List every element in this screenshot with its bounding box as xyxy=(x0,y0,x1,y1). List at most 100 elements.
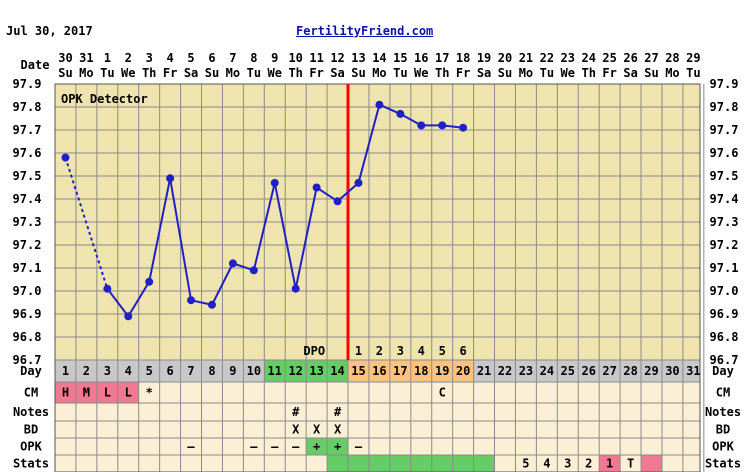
opk-detector-label: OPK Detector xyxy=(61,92,148,106)
date-number: 1 xyxy=(104,51,111,65)
weekday-label: Th xyxy=(435,66,449,80)
weekday-label: Sa xyxy=(330,66,344,80)
notes-mark: # xyxy=(292,405,300,419)
temperature-point xyxy=(249,266,258,275)
site-link[interactable]: FertilityFriend.com xyxy=(296,24,434,38)
cm-value: * xyxy=(146,386,153,400)
temperature-point xyxy=(145,277,154,286)
date-number: 8 xyxy=(250,51,257,65)
temperature-gap-segment xyxy=(64,157,109,290)
cm-value: C xyxy=(439,386,446,400)
stats-green-cell xyxy=(327,455,349,472)
weekday-label: We xyxy=(268,66,282,80)
weekday-label: We xyxy=(414,66,428,80)
cycle-day-number: 20 xyxy=(456,364,470,378)
dpo-number: 5 xyxy=(439,344,446,358)
opk-value: – xyxy=(187,440,195,454)
weekday-label: Fr xyxy=(602,66,616,80)
stats-value: 5 xyxy=(522,457,529,471)
weekday-label: Th xyxy=(581,66,595,80)
y-tick-left: 97.2 xyxy=(13,238,42,252)
y-tick-left: 97.8 xyxy=(13,100,42,114)
cycle-day-number: 10 xyxy=(247,364,261,378)
y-tick-left: 97.3 xyxy=(13,215,42,229)
date-number: 7 xyxy=(229,51,236,65)
cycle-day-number: 16 xyxy=(372,364,386,378)
y-tick-right: 96.9 xyxy=(710,307,739,321)
cycle-day-number: 14 xyxy=(330,364,344,378)
stats-green-cell xyxy=(368,455,390,472)
stats-green-cell xyxy=(410,455,432,472)
temperature-point xyxy=(124,312,133,321)
bd-mark: X xyxy=(334,423,342,437)
temperature-point xyxy=(291,284,300,293)
row-label-opk: OPK xyxy=(20,440,42,454)
opk-positive-cell xyxy=(327,438,349,455)
cycle-day-number: 23 xyxy=(519,364,533,378)
row-label-stats: Stats xyxy=(13,457,49,471)
date-number: 15 xyxy=(393,51,407,65)
date-number: 10 xyxy=(288,51,302,65)
cycle-day-number: 15 xyxy=(351,364,365,378)
date-number: 24 xyxy=(581,51,595,65)
cycle-day-number: 25 xyxy=(561,364,575,378)
stats-value: 4 xyxy=(543,457,550,471)
opk-value: – xyxy=(292,440,300,454)
stats-value: T xyxy=(627,457,634,471)
row-label-bd: BD xyxy=(24,423,38,437)
date-number: 27 xyxy=(644,51,658,65)
menses-cell xyxy=(117,382,139,403)
date-number: 28 xyxy=(665,51,679,65)
cycle-day-number: 24 xyxy=(540,364,554,378)
weekday-label: Mo xyxy=(372,66,386,80)
y-tick-right: 97.4 xyxy=(710,192,739,206)
y-tick-right: 97.8 xyxy=(710,100,739,114)
date-number: 20 xyxy=(498,51,512,65)
stats-green-cell xyxy=(473,455,495,472)
opk-value: – xyxy=(271,440,279,454)
weekday-label: Tu xyxy=(247,66,261,80)
temperature-point xyxy=(417,121,426,130)
weekday-label: We xyxy=(561,66,575,80)
cycle-day-number: 2 xyxy=(83,364,90,378)
luteal-day-cell xyxy=(410,360,432,382)
y-tick-right: 96.7 xyxy=(710,353,739,367)
cm-value: L xyxy=(104,386,111,400)
date-number: 18 xyxy=(456,51,470,65)
cycle-day-number: 18 xyxy=(414,364,428,378)
stats-value: 3 xyxy=(564,457,571,471)
stats-pink-cell xyxy=(599,455,621,472)
y-tick-right: 97.5 xyxy=(710,169,739,183)
weekday-label: We xyxy=(121,66,135,80)
y-tick-left: 97.4 xyxy=(13,192,42,206)
weekday-label: Sa xyxy=(184,66,198,80)
weekday-label: Th xyxy=(288,66,302,80)
date-number: 23 xyxy=(561,51,575,65)
stats-value: 2 xyxy=(585,457,592,471)
date-label: Date xyxy=(21,58,50,72)
row-label-right-bd: BD xyxy=(716,423,730,437)
date-number: 22 xyxy=(540,51,554,65)
opk-value: – xyxy=(250,440,258,454)
date-number: 14 xyxy=(372,51,386,65)
date-number: 11 xyxy=(309,51,323,65)
cycle-day-number: 27 xyxy=(602,364,616,378)
row-label-right-day: Day xyxy=(712,364,734,378)
weekday-label: Su xyxy=(205,66,219,80)
cycle-day-number: 28 xyxy=(623,364,637,378)
fertile-day-cell xyxy=(264,360,286,382)
row-label-right-notes: Notes xyxy=(705,405,741,419)
date-number: 12 xyxy=(330,51,344,65)
y-tick-left: 97.7 xyxy=(13,123,42,137)
temperature-point xyxy=(333,197,342,206)
cycle-day-number: 26 xyxy=(581,364,595,378)
opk-value: + xyxy=(313,440,320,454)
fertile-day-cell xyxy=(285,360,307,382)
row-label-cm: CM xyxy=(24,386,38,400)
date-number: 3 xyxy=(146,51,153,65)
stats-green-cell xyxy=(431,455,453,472)
weekday-label: Mo xyxy=(665,66,679,80)
cycle-day-number: 31 xyxy=(686,364,700,378)
y-tick-left: 97.0 xyxy=(13,284,42,298)
y-tick-right: 97.7 xyxy=(710,123,739,137)
